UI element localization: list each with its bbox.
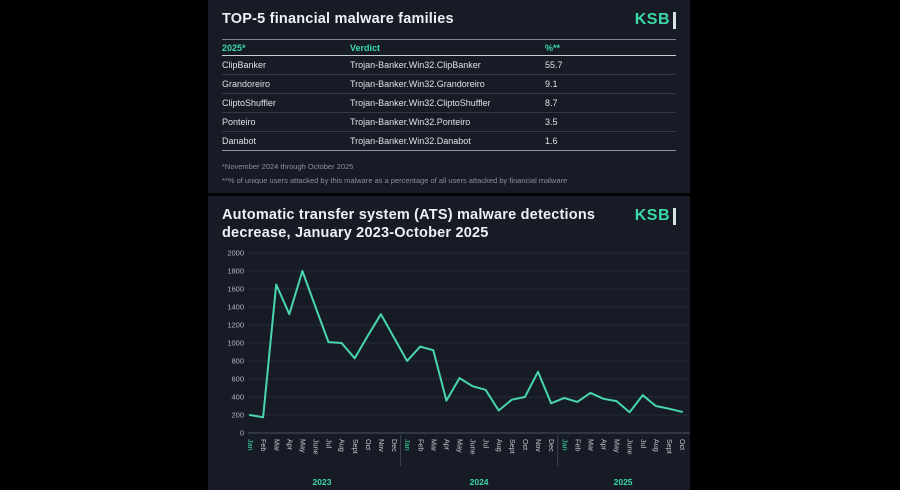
x-tick-label: Nov xyxy=(377,439,386,452)
table-header-row: 2025* Verdict %** xyxy=(222,39,676,56)
y-tick-label: 800 xyxy=(231,357,244,366)
x-tick-label: May xyxy=(298,439,307,453)
family-cell: Grandoreiro xyxy=(222,79,271,89)
table-footnotes: *November 2024 through October 2025 **% … xyxy=(222,160,676,189)
ksb-logo-text: KSB xyxy=(634,11,670,28)
percent-cell: 55.7 xyxy=(545,60,563,70)
percent-cell: 1.6 xyxy=(545,136,558,146)
x-tick-label: Oct xyxy=(521,439,530,450)
x-tick-label: Dec xyxy=(390,439,399,452)
verdict-cell: Trojan-Banker.Win32.Danabot xyxy=(350,136,471,146)
chart-line xyxy=(249,270,683,419)
y-tick-label: 1400 xyxy=(227,303,244,312)
table-row: Danabot Trojan-Banker.Win32.Danabot 1.6 xyxy=(222,132,676,151)
y-tick-label: 2000 xyxy=(227,249,244,258)
footnote-period: *November 2024 through October 2025 xyxy=(222,162,354,171)
y-tick-label: 600 xyxy=(231,375,244,384)
x-tick-label: Nov xyxy=(534,439,543,452)
x-tick-label: Jul xyxy=(325,439,334,449)
x-tick-label: May xyxy=(456,439,465,453)
x-tick-label: Oct xyxy=(678,439,687,450)
y-tick-label: 1800 xyxy=(227,267,244,276)
year-label: 2023 xyxy=(313,477,332,487)
x-tick-label: June xyxy=(626,439,635,455)
y-tick-label: 1000 xyxy=(227,339,244,348)
x-tick-label: Mar xyxy=(429,439,438,452)
column-header-verdict: Verdict xyxy=(350,42,381,53)
x-tick-label: Apr xyxy=(285,439,294,451)
x-tick-label: Feb xyxy=(259,439,268,451)
top-panel-header: TOP-5 financial malware families KSB xyxy=(222,10,676,29)
year-label: 2024 xyxy=(470,477,489,487)
table-row: Ponteiro Trojan-Banker.Win32.Ponteiro 3.5 xyxy=(222,113,676,132)
x-tick-label: June xyxy=(469,439,478,455)
x-tick-label: Feb xyxy=(416,439,425,451)
x-tick-label: Oct xyxy=(364,439,373,450)
y-tick-label: 1600 xyxy=(227,285,244,294)
x-tick-label: May xyxy=(613,439,622,453)
ksb-logo-cursor-bar xyxy=(673,11,676,29)
family-cell: Danabot xyxy=(222,136,257,146)
verdict-cell: Trojan-Banker.Win32.Ponteiro xyxy=(350,117,471,127)
table-row: CliptoShuffler Trojan-Banker.Win32.Clipto… xyxy=(222,94,676,113)
ksb-logo: KSB xyxy=(635,207,676,225)
verdict-cell: Trojan-Banker.Win32.ClipBanker xyxy=(350,60,481,70)
column-header-percent: %** xyxy=(545,42,561,53)
verdict-cell: Trojan-Banker.Win32.CliptoShuffler xyxy=(350,98,491,108)
table-row: ClipBanker Trojan-Banker.Win32.ClipBanker… xyxy=(222,56,676,75)
ats-detections-line-chart: 0 200 400 600 800 1000 1200 1400 1600 1800 2000 Jan… xyxy=(227,249,690,487)
verdict-cell: Trojan-Banker.Win32.Grandoreiro xyxy=(350,79,485,89)
ksb-logo-cursor-bar xyxy=(673,207,676,225)
x-tick-label: Sept xyxy=(508,439,517,454)
x-tick-label: Jul xyxy=(639,439,648,449)
x-tick-label: Dec xyxy=(547,439,556,452)
ksb-logo-text: KSB xyxy=(634,207,670,224)
year-label: 2025 xyxy=(614,477,633,487)
x-tick-label: June xyxy=(312,439,321,455)
chart-title-line2: decrease, January 2023-October 2025 xyxy=(222,225,489,242)
family-cell: CliptoShuffler xyxy=(222,98,276,108)
ksb-logo: KSB xyxy=(635,11,676,29)
top5-malware-panel: TOP-5 financial malware families KSB 202… xyxy=(208,0,690,193)
family-cell: Ponteiro xyxy=(222,117,256,127)
x-tick-label: Mar xyxy=(586,439,595,452)
x-tick-label: Sept xyxy=(351,439,360,454)
x-tick-label: Jan xyxy=(403,439,412,451)
y-tick-label: 1200 xyxy=(227,321,244,330)
x-tick-label: Jan xyxy=(560,439,569,451)
x-tick-label: Aug xyxy=(652,439,661,452)
y-tick-label: 400 xyxy=(231,393,244,402)
percent-cell: 3.5 xyxy=(545,117,558,127)
chart-title: Automatic transfer system (ATS) malware … xyxy=(222,206,595,242)
x-tick-label: Apr xyxy=(442,439,451,451)
x-tick-label: Aug xyxy=(495,439,504,452)
ats-chart-panel: 0 200 400 600 800 1000 1200 1400 1600 1800 2000 Jan… xyxy=(208,196,690,490)
bottom-panel-header: Automatic transfer system (ATS) malware … xyxy=(222,206,676,242)
page-title: TOP-5 financial malware families xyxy=(222,11,454,27)
x-tick-label: Mar xyxy=(272,439,281,452)
family-cell: ClipBanker xyxy=(222,60,267,70)
malware-families-table: 2025* Verdict %** ClipBanker Trojan-Banke… xyxy=(222,39,676,151)
x-tick-label: Feb xyxy=(573,439,582,451)
percent-cell: 8.7 xyxy=(545,98,558,108)
chart-title-line1: Automatic transfer system (ATS) malware … xyxy=(222,207,596,223)
footnote-definition: **% of unique users attacked by this mal… xyxy=(222,176,568,186)
x-tick-label: Aug xyxy=(338,439,347,452)
column-header-year: 2025* xyxy=(222,42,246,53)
x-tick-label: Sept xyxy=(665,439,674,454)
percent-cell: 9.1 xyxy=(545,79,558,89)
table-row: Grandoreiro Trojan-Banker.Win32.Grandorei… xyxy=(222,75,676,94)
x-tick-label: Jan xyxy=(246,439,255,451)
y-tick-label: 200 xyxy=(231,411,244,420)
x-tick-label: Apr xyxy=(600,439,609,451)
y-tick-label: 0 xyxy=(240,429,244,438)
x-tick-label: Jul xyxy=(482,439,491,449)
